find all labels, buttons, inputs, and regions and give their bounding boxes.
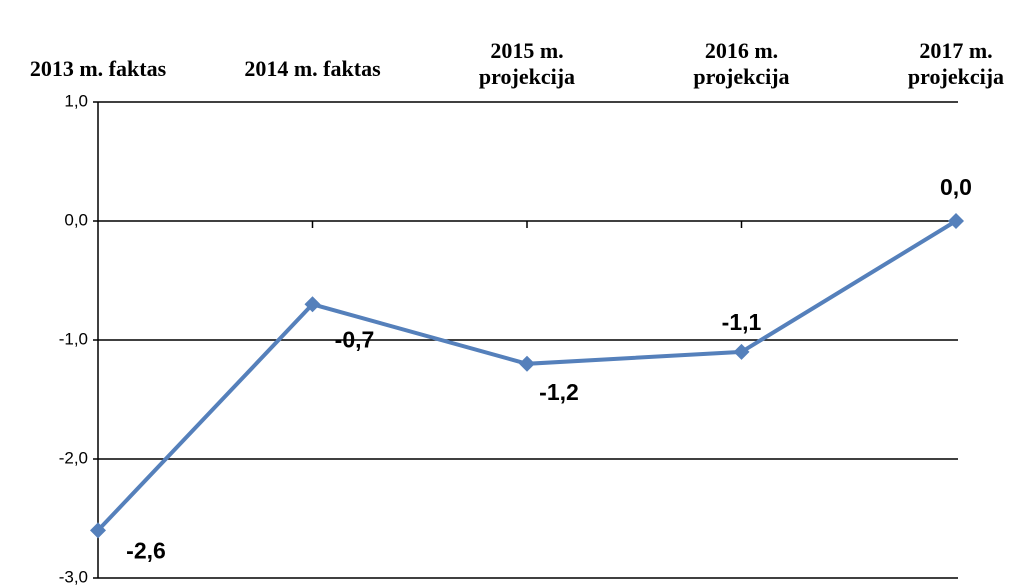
data-label: -1,1 xyxy=(722,309,762,335)
data-label: -1,2 xyxy=(539,379,579,405)
y-tick-label: -1,0 xyxy=(59,329,88,348)
marker xyxy=(948,213,964,229)
data-label: -0,7 xyxy=(335,326,375,352)
marker xyxy=(733,343,750,360)
data-label: 0,0 xyxy=(940,174,972,200)
x-tick-label: 2015 m. projekcija xyxy=(478,38,576,89)
y-tick-label: -2,0 xyxy=(59,448,88,467)
x-tick-label: 2013 m. faktas xyxy=(29,56,167,81)
x-tick-label: 2016 m. projekcija xyxy=(693,38,790,89)
x-tick-label: 2017 m. projekcija xyxy=(907,38,1005,89)
x-tick-label: 2014 m. faktas xyxy=(244,56,381,81)
marker xyxy=(90,522,106,539)
y-tick-label: 1,0 xyxy=(64,91,88,110)
marker xyxy=(304,296,321,313)
y-tick-label: 0,0 xyxy=(64,210,88,229)
line xyxy=(96,219,958,532)
marker xyxy=(519,355,535,372)
y-tick-label: -3,0 xyxy=(59,567,88,586)
data-label: -2,6 xyxy=(126,537,166,563)
